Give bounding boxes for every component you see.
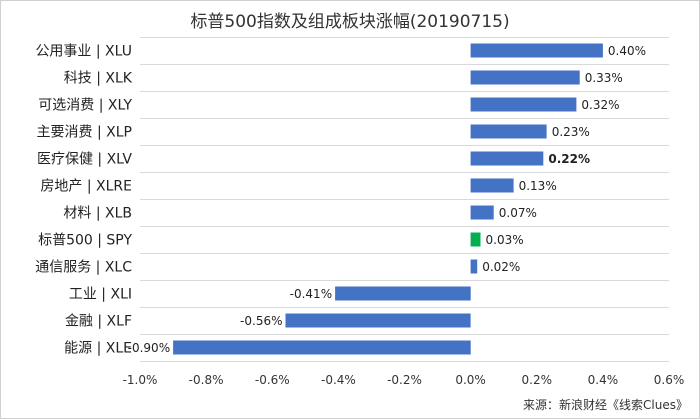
x-tick-label: -1.0% bbox=[123, 373, 158, 387]
source-note: 来源：新浪财经《线索Clues》 bbox=[523, 397, 688, 412]
bar bbox=[470, 259, 478, 274]
category-label: 金融 | XLF bbox=[65, 314, 132, 330]
x-tick-label: -0.4% bbox=[321, 373, 356, 387]
data-label: 0.02% bbox=[482, 260, 520, 274]
gridlines bbox=[140, 37, 669, 362]
x-tick-label: 0.4% bbox=[588, 373, 619, 387]
bar bbox=[285, 313, 471, 328]
data-label: -0.90% bbox=[128, 341, 170, 355]
x-tick-label: 0.0% bbox=[455, 373, 486, 387]
data-label: 0.03% bbox=[486, 233, 524, 247]
bar bbox=[470, 151, 544, 166]
bars bbox=[173, 43, 603, 355]
bar bbox=[173, 340, 471, 355]
chart-title: 标普500指数及组成板块涨幅(20190715) bbox=[190, 12, 509, 32]
bar bbox=[470, 205, 494, 220]
data-label: 0.33% bbox=[585, 71, 623, 85]
category-label: 工业 | XLI bbox=[69, 287, 132, 303]
data-label: -0.56% bbox=[240, 314, 282, 328]
bar bbox=[470, 178, 514, 193]
x-tick-label: -0.2% bbox=[387, 373, 422, 387]
x-tick-label: 0.6% bbox=[654, 373, 685, 387]
category-label: 房地产 | XLRE bbox=[40, 179, 132, 195]
bar bbox=[470, 43, 603, 58]
bar bbox=[470, 70, 580, 85]
category-labels: 公用事业 | XLU 科技 | XLK 可选消费 | XLY 主要消费 | XLP 医疗… bbox=[35, 44, 133, 357]
x-tick-label: -0.8% bbox=[189, 373, 224, 387]
data-label: -0.41% bbox=[290, 287, 332, 301]
data-label: 0.32% bbox=[581, 98, 619, 112]
x-tick-label: 0.2% bbox=[522, 373, 553, 387]
category-label: 材料 | XLB bbox=[63, 206, 132, 222]
x-axis-ticks: -1.0% -0.8% -0.6% -0.4% -0.2% 0.0% 0.2% 0.4% 0.6… bbox=[123, 373, 685, 387]
data-label: 0.07% bbox=[499, 206, 537, 220]
bar bbox=[470, 97, 577, 112]
data-label: 0.23% bbox=[552, 125, 590, 139]
data-labels: 0.40% 0.33% 0.32% 0.23% 0.22% 0.13% 0.07% 0.03%… bbox=[128, 44, 646, 355]
category-label: 可选消费 | XLY bbox=[38, 98, 132, 114]
category-label: 公用事业 | XLU bbox=[35, 44, 132, 60]
category-label: 科技 | XLK bbox=[64, 71, 133, 87]
data-label: 0.13% bbox=[519, 179, 557, 193]
category-label: 医疗保健 | XLV bbox=[37, 152, 132, 168]
category-label: 能源 | XLE bbox=[64, 341, 132, 357]
bar bbox=[470, 124, 547, 139]
bar bbox=[470, 232, 481, 247]
data-label: 0.40% bbox=[608, 44, 646, 58]
category-label: 主要消费 | XLP bbox=[37, 125, 132, 141]
data-label: 0.22% bbox=[548, 152, 590, 166]
category-label: 标普500 | SPY bbox=[38, 233, 132, 249]
x-tick-label: -0.6% bbox=[255, 373, 290, 387]
bar bbox=[335, 286, 471, 301]
category-label: 通信服务 | XLC bbox=[35, 260, 132, 276]
